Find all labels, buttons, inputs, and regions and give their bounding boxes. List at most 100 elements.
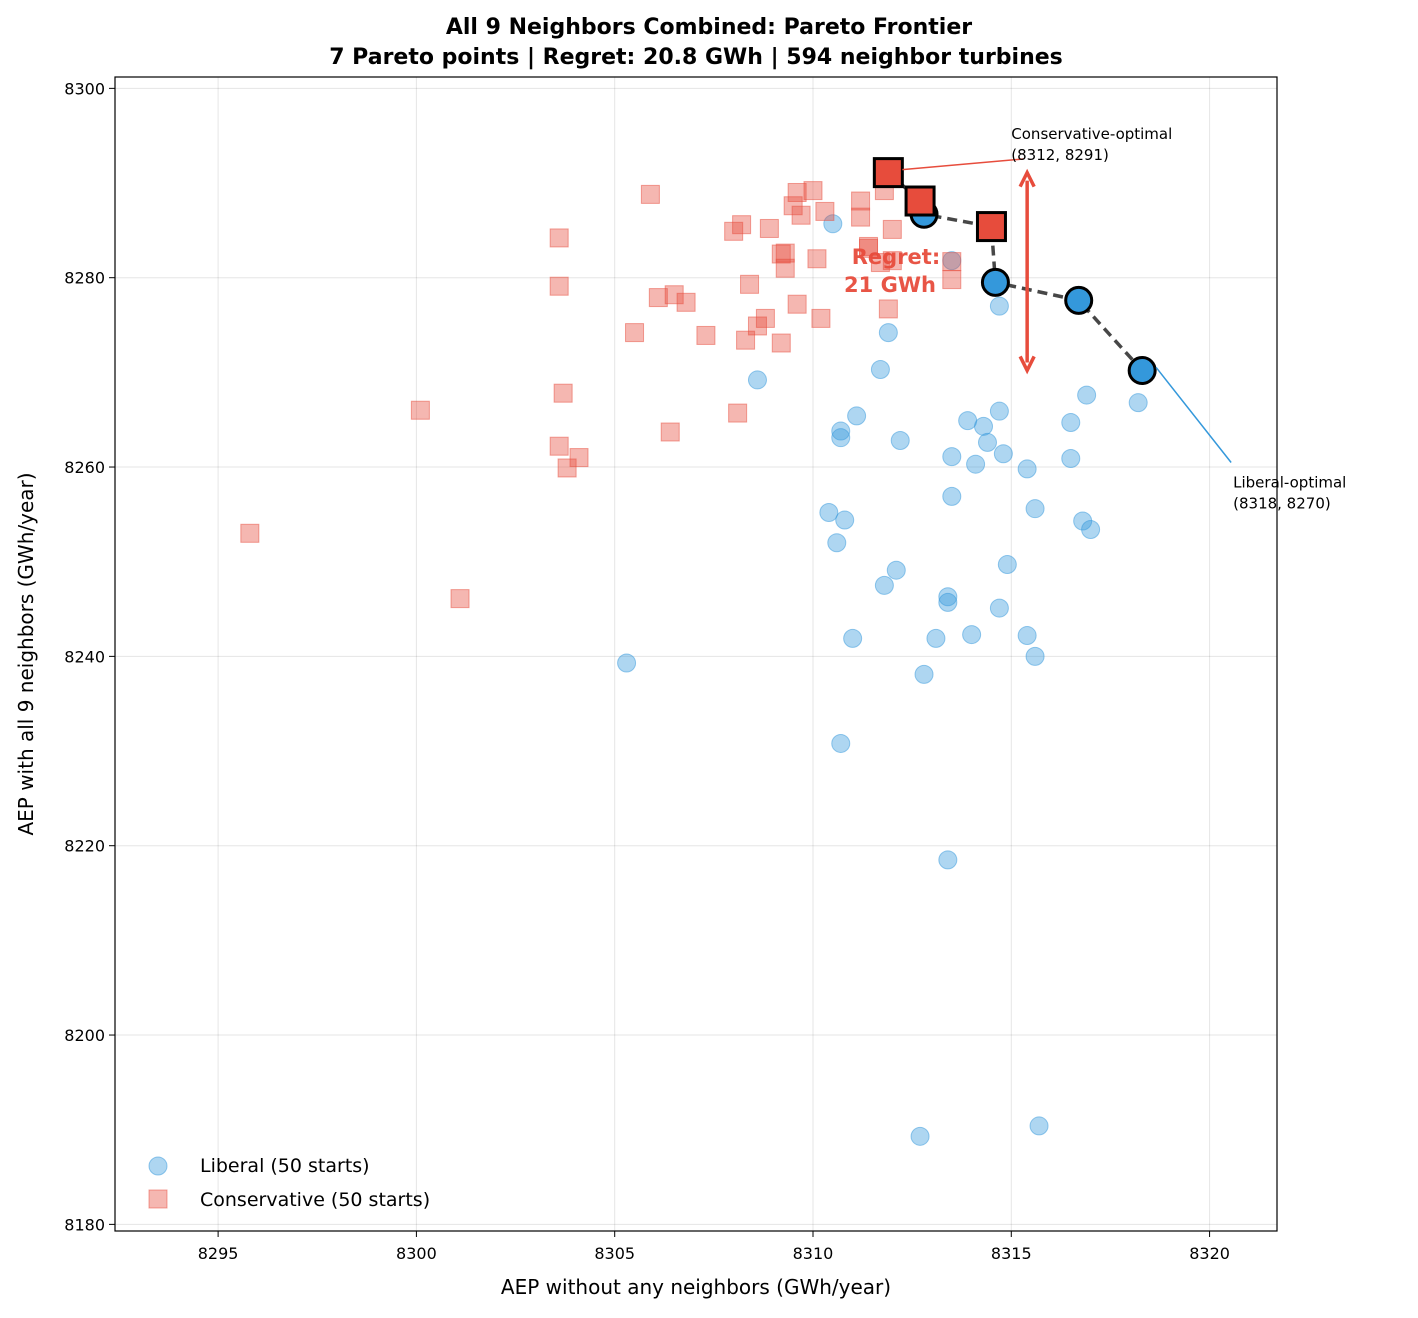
conservative-point	[807, 249, 827, 269]
conservative-point	[811, 308, 831, 328]
conservative-point	[696, 325, 716, 345]
chart-title: All 9 Neighbors Combined: Pareto Frontie…	[446, 15, 972, 40]
liberal-point	[966, 454, 986, 474]
chart-subtitle: 7 Pareto points | Regret: 20.8 GWh | 594…	[329, 45, 1063, 70]
conservative-point	[791, 205, 811, 225]
liberal-point	[843, 628, 863, 648]
conservative-point	[882, 251, 902, 271]
regret-value: 21 GWh	[844, 273, 936, 297]
conservative-point	[878, 299, 898, 319]
x-tick-label: 8315	[991, 1244, 1032, 1263]
conservative-point	[728, 403, 748, 423]
regret-label: Regret:	[852, 245, 940, 269]
liberal-point	[819, 502, 839, 522]
x-tick-label: 8320	[1189, 1244, 1230, 1263]
liberal-point	[831, 428, 851, 448]
liberal-point	[958, 411, 978, 431]
conservative-point	[771, 333, 791, 353]
conservative-point	[942, 270, 962, 290]
conservative-point	[549, 228, 569, 248]
x-axis-label: AEP without any neighbors (GWh/year)	[501, 1275, 891, 1299]
y-axis-label: AEP with all 9 neighbors (GWh/year)	[14, 472, 38, 835]
liberal-point	[974, 416, 994, 436]
y-tick-label: 8240	[64, 647, 105, 666]
conservative-point	[664, 285, 684, 305]
conservative-optimal-annotation-label: Conservative-optimal	[1011, 125, 1172, 143]
conservative-point	[410, 400, 430, 420]
liberal-point	[835, 510, 855, 530]
liberal-optimal-annotation-line	[1155, 367, 1232, 463]
conservative-point	[549, 276, 569, 296]
liberal-point	[878, 323, 898, 343]
conservative-pareto-point	[872, 157, 904, 189]
liberal-point	[831, 733, 851, 753]
liberal-point	[938, 587, 958, 607]
conservative-point	[648, 288, 668, 308]
conservative-point	[771, 244, 791, 264]
conservative-point	[851, 207, 871, 227]
conservative-point	[569, 448, 589, 468]
conservative-point	[732, 215, 752, 235]
liberal-point	[962, 625, 982, 645]
x-tick-label: 8300	[396, 1244, 437, 1263]
liberal-point	[831, 421, 851, 441]
liberal-point	[989, 401, 1009, 421]
liberal-point	[890, 431, 910, 451]
liberal-point	[823, 214, 843, 234]
liberal-point	[989, 296, 1009, 316]
liberal-point	[1025, 499, 1045, 519]
conservative-pareto-point	[904, 185, 936, 217]
liberal-point	[847, 406, 867, 426]
x-tick-label: 8310	[793, 1244, 834, 1263]
liberal-point	[938, 850, 958, 870]
liberal-point	[1061, 449, 1081, 469]
conservative-point	[240, 523, 260, 543]
conservative-point	[759, 218, 779, 238]
conservative-point	[660, 422, 680, 442]
liberal-point	[942, 486, 962, 506]
conservative-point	[815, 201, 835, 221]
liberal-point	[874, 575, 894, 595]
conservative-point	[450, 589, 470, 609]
conservative-point	[803, 181, 823, 201]
y-tick-label: 8260	[64, 458, 105, 477]
y-tick-label: 8200	[64, 1026, 105, 1045]
conservative-point	[787, 182, 807, 202]
plot-frame	[114, 76, 1278, 1232]
liberal-point	[1077, 385, 1097, 405]
conservative-point	[736, 330, 756, 350]
conservative-point	[747, 316, 767, 336]
liberal-optimal-annotation-label: Liberal-optimal	[1233, 473, 1346, 491]
liberal-point	[997, 555, 1017, 575]
regret-arrow-head-top	[1018, 168, 1036, 188]
liberal-point	[993, 444, 1013, 464]
conservative-point	[740, 274, 760, 294]
liberal-point	[1017, 459, 1037, 479]
regret-arrow-head-bottom	[1018, 355, 1036, 375]
liberal-point	[989, 598, 1009, 618]
conservative-point	[859, 236, 879, 256]
conservative-optimal-annotation-line	[902, 158, 1024, 171]
liberal-point	[1025, 646, 1045, 666]
liberal-point	[1061, 413, 1081, 433]
liberal-point	[914, 664, 934, 684]
conservative-point	[775, 243, 795, 263]
x-tick-label: 8295	[198, 1244, 239, 1263]
conservative-point	[870, 253, 890, 273]
conservative-point	[640, 184, 660, 204]
x-tick-label: 8305	[594, 1244, 635, 1263]
conservative-point	[625, 323, 645, 343]
liberal-pareto-point	[1127, 355, 1157, 385]
liberal-point	[1029, 1116, 1049, 1136]
y-tick-label: 8280	[64, 269, 105, 288]
legend-liberal-label: Liberal (50 starts)	[200, 1155, 370, 1177]
liberal-point	[910, 1126, 930, 1146]
liberal-point	[1081, 520, 1101, 540]
liberal-point	[1128, 393, 1148, 413]
conservative-point	[676, 292, 696, 312]
liberal-point	[747, 370, 767, 390]
liberal-point	[942, 447, 962, 467]
liberal-point	[886, 560, 906, 580]
conservative-point	[755, 308, 775, 328]
